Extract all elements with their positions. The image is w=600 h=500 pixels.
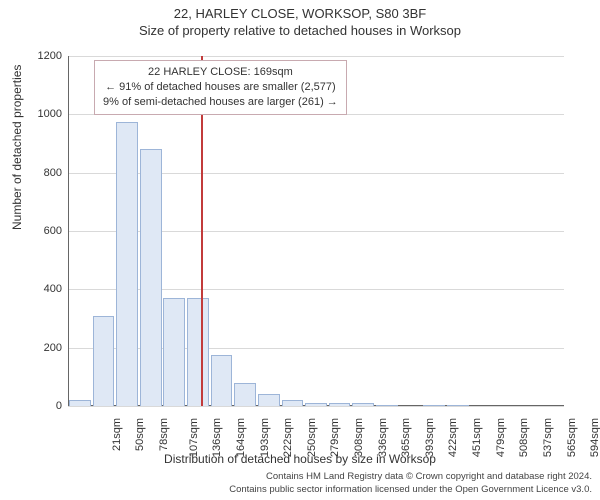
histogram-bar [69,400,91,406]
x-tick-label: 78sqm [158,418,170,451]
histogram-bar [116,122,138,406]
histogram-bar [258,394,280,406]
annotation-box: 22 HARLEY CLOSE: 169sqm← 91% of detached… [94,60,347,115]
histogram-bar [423,405,445,406]
y-tick-label: 800 [22,167,62,179]
x-axis-label: Distribution of detached houses by size … [0,452,600,466]
chart-address-title: 22, HARLEY CLOSE, WORKSOP, S80 3BF [0,6,600,21]
annotation-line: ← 91% of detached houses are smaller (2,… [103,80,338,95]
histogram-bar [376,405,398,406]
histogram-bar [282,400,304,406]
y-axis-line [68,56,69,406]
y-tick-label: 1200 [22,50,62,62]
histogram-bar [187,298,209,406]
histogram-bar [211,355,233,406]
gridline [68,56,564,57]
histogram-bar [234,383,256,406]
chart-plot-area: 02004006008001000120021sqm50sqm78sqm107s… [68,56,564,406]
y-tick-label: 600 [22,225,62,237]
y-tick-label: 200 [22,342,62,354]
x-tick-label: 50sqm [134,418,146,451]
histogram-bar [329,403,351,406]
chart-footer: Contains HM Land Registry data © Crown c… [229,471,592,496]
y-tick-label: 1000 [22,108,62,120]
gridline [68,406,564,407]
y-axis-label: Number of detached properties [10,65,24,230]
footer-line-2: Contains public sector information licen… [229,484,592,496]
x-tick-label: 21sqm [111,418,123,451]
y-tick-label: 400 [22,283,62,295]
histogram-bar [305,403,327,406]
chart-subtitle: Size of property relative to detached ho… [0,23,600,38]
histogram-bar [352,403,374,406]
annotation-line: 9% of semi-detached houses are larger (2… [103,95,338,110]
histogram-bar [140,149,162,406]
footer-line-1: Contains HM Land Registry data © Crown c… [229,471,592,483]
histogram-bar [163,298,185,406]
histogram-bar [447,405,469,406]
histogram-bar [93,316,115,406]
y-tick-label: 0 [22,400,62,412]
annotation-line: 22 HARLEY CLOSE: 169sqm [103,65,338,80]
